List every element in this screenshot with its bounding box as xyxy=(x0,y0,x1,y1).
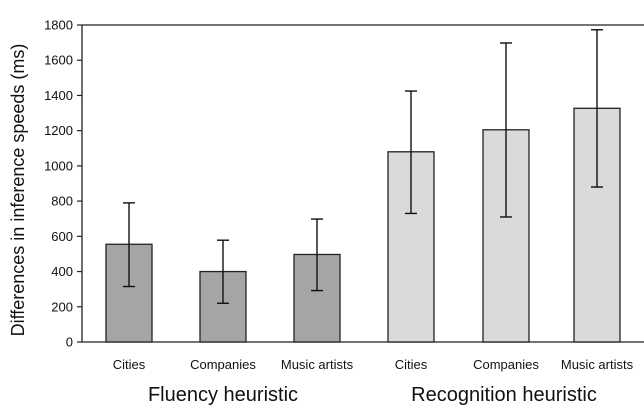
plot-area xyxy=(81,24,644,343)
category-label: Music artists xyxy=(561,357,634,372)
y-tick-label: 600 xyxy=(51,229,73,244)
category-label: Companies xyxy=(473,357,539,372)
category-label: Cities xyxy=(113,357,146,372)
y-tick-label: 0 xyxy=(66,335,73,350)
y-tick-label: 1600 xyxy=(44,53,73,68)
category-label: Music artists xyxy=(281,357,354,372)
y-tick-label: 800 xyxy=(51,194,73,209)
y-axis-label: Differences in inference speeds (ms) xyxy=(8,44,28,337)
group-label: Recognition heuristic xyxy=(411,384,597,406)
y-tick-label: 1200 xyxy=(44,123,73,138)
group-label: Fluency heuristic xyxy=(148,384,298,406)
category-labels: Cities Companies Music artists Cities Compan… xyxy=(113,357,634,372)
y-tick-label: 1800 xyxy=(44,18,73,33)
bar xyxy=(105,243,153,343)
group-labels: Fluency heuristic Recognition heuristic xyxy=(148,384,597,406)
y-tick-label: 400 xyxy=(51,264,73,279)
y-axis-ticks: 0 200 400 600 800 1000 1200 1400 1600 1800 xyxy=(44,18,82,350)
y-tick-label: 200 xyxy=(51,299,73,314)
category-label: Companies xyxy=(190,357,256,372)
y-tick-label: 1000 xyxy=(44,158,73,173)
y-tick-label: 1400 xyxy=(44,88,73,103)
category-label: Cities xyxy=(395,357,428,372)
bars-layer xyxy=(105,29,621,343)
